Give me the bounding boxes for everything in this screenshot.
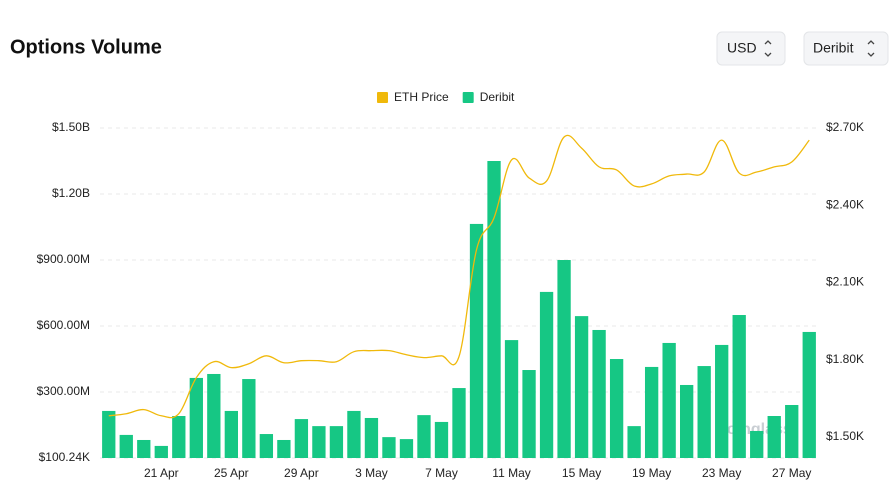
bar: [172, 415, 186, 458]
bar: [539, 291, 554, 458]
bar: [364, 417, 379, 458]
bar: [399, 439, 414, 458]
bar: [644, 366, 659, 458]
bar: [452, 388, 466, 458]
bar: [329, 426, 344, 458]
bar: [417, 415, 431, 458]
x-tick-label: 11 May: [492, 466, 530, 480]
exchange-select[interactable]: [803, 31, 889, 66]
bar: [382, 437, 396, 458]
x-tick-label: 15 May: [562, 466, 601, 480]
bar: [680, 384, 694, 458]
bar: [259, 434, 274, 458]
currency-label: USD: [727, 40, 757, 56]
chevron: [867, 40, 875, 57]
x-tick-label: 7 May: [425, 466, 458, 480]
x-tick-label: 27 May: [772, 466, 811, 480]
bar: [469, 223, 484, 458]
y2-tick-label: $1.50K: [826, 429, 864, 443]
bar: [750, 430, 764, 458]
bar: [119, 434, 133, 458]
bar: [347, 410, 361, 458]
legend-swatch: [462, 92, 474, 103]
bar: [224, 410, 238, 458]
x-tick-label: 21 Apr: [144, 466, 179, 480]
bar: [627, 426, 641, 458]
legend-swatch: [377, 92, 388, 103]
exchange-label: Deribit: [813, 40, 854, 56]
bar: [802, 331, 816, 458]
bar: [487, 161, 501, 459]
y2-tick-label: $2.40K: [826, 197, 864, 211]
bar: [662, 342, 676, 458]
y2-tick-label: $1.80K: [826, 352, 864, 366]
y-tick-label: $100.24K: [39, 450, 90, 464]
bar: [242, 379, 256, 458]
bar: [102, 410, 116, 458]
bar: [715, 344, 729, 458]
bar: [277, 439, 291, 458]
legend-label: ETH Price: [394, 90, 449, 104]
x-tick-label: 29 Apr: [284, 466, 319, 480]
bar: [574, 316, 589, 458]
bar: [732, 315, 746, 458]
legend-label: Deribit: [480, 90, 515, 104]
bar: [189, 377, 203, 458]
chevron: [764, 40, 772, 57]
bar: [557, 260, 571, 458]
bar: [434, 421, 449, 458]
bar: [312, 426, 326, 458]
y-tick-label: $1.20B: [52, 186, 90, 200]
price-line: [108, 134, 810, 419]
bar: [767, 415, 781, 458]
x-tick-label: 25 Apr: [214, 466, 249, 480]
x-tick-label: 19 May: [632, 466, 671, 480]
bar: [592, 329, 606, 458]
y2-tick-label: $2.10K: [826, 275, 864, 289]
y-tick-label: $300.00M: [37, 384, 90, 398]
y-tick-label: $1.50B: [52, 120, 90, 134]
x-tick-label: 3 May: [355, 466, 388, 480]
bar: [137, 439, 151, 458]
x-tick-label: 23 May: [702, 466, 741, 480]
y-tick-label: $900.00M: [37, 252, 90, 266]
y-tick-label: $600.00M: [37, 318, 90, 332]
bar: [504, 340, 519, 458]
bar: [154, 445, 168, 458]
y2-tick-label: $2.70K: [826, 120, 864, 134]
bar: [522, 370, 536, 458]
bar: [207, 373, 221, 458]
chart-title: Options Volume: [10, 36, 162, 58]
bar: [697, 366, 711, 458]
bar: [785, 404, 799, 458]
bar: [294, 419, 309, 458]
bar: [609, 359, 624, 458]
